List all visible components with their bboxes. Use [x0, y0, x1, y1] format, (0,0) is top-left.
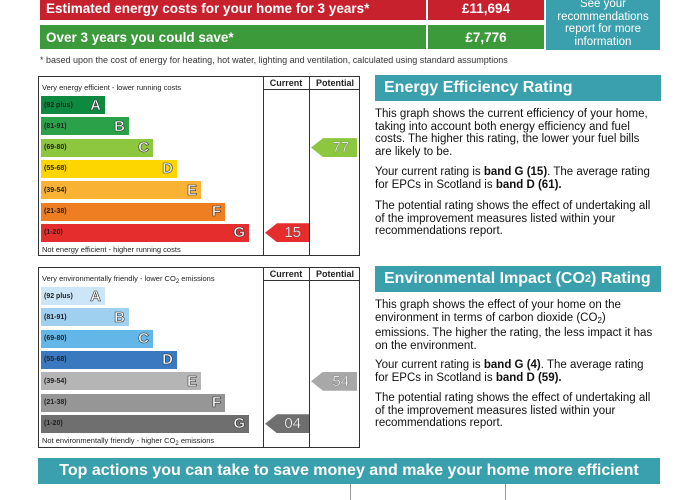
current-column-header: Current: [269, 269, 303, 279]
band-range-label: (69-80): [44, 144, 67, 152]
band-a: (92 plus) A: [41, 96, 105, 114]
table-divider: [350, 484, 351, 500]
environmental-impact-heading: Environmental Impact (CO 2) Rating: [375, 266, 661, 292]
band-letter: D: [162, 351, 173, 369]
band-e: (39-54) E: [41, 181, 201, 200]
potential-column-header: Potential: [315, 269, 354, 279]
band-range-label: (55-68): [44, 356, 67, 364]
estimated-costs-value: £11,694: [428, 0, 544, 20]
current-rating-arrow: 04: [265, 414, 309, 434]
potential-rating-arrow: 54: [311, 371, 357, 391]
environmental-impact-description: This graph shows the effect of your home…: [375, 299, 653, 352]
recommendations-link-text: See your recommendations report for more…: [557, 0, 649, 48]
chart-top-note: Very energy efficient - lower running co…: [42, 83, 182, 92]
band-range-label: (92 plus): [44, 292, 73, 300]
chart-top-note: Very environmentally friendly - lower CO…: [42, 274, 215, 285]
band-b: (81-91) B: [41, 117, 129, 136]
band-e: (39-54) E: [41, 372, 201, 391]
band-range-label: (81-91): [44, 313, 67, 321]
band-c: (69-80) C: [41, 138, 153, 157]
band-range-label: (21-38): [44, 208, 67, 215]
chart-bottom-note: Not environmentally friendly - higher CO…: [42, 436, 215, 447]
top-actions-banner: Top actions you can take to save money a…: [38, 458, 660, 484]
band-range-label: (55-68): [44, 165, 67, 173]
band-range-label: (81-91): [44, 122, 67, 130]
estimated-costs-row: Estimated energy costs for your home for…: [40, 0, 544, 20]
band-letter: B: [114, 117, 125, 135]
energy-efficiency-heading: Energy Efficiency Rating: [375, 75, 661, 101]
band-letter: A: [90, 96, 101, 114]
potential-column-header: Potential: [315, 78, 354, 88]
recommendations-link[interactable]: See your recommendations report for more…: [546, 0, 660, 50]
current-rating-arrow: 15: [265, 223, 309, 243]
energy-efficiency-description: This graph shows the current efficiency …: [375, 108, 648, 158]
band-b: (81-91) B: [41, 308, 129, 327]
band-letter: C: [138, 330, 149, 348]
band-letter: F: [211, 394, 222, 412]
band-range-label: (39-54): [44, 377, 67, 385]
savings-label: Over 3 years you could save*: [40, 25, 426, 49]
env-potential-rating-text: The potential rating shows the effect of…: [375, 392, 651, 429]
savings-value: £7,776: [428, 25, 544, 49]
band-letter: E: [186, 372, 198, 390]
band-letter: D: [162, 160, 173, 178]
chart-bottom-note: Not energy efficient - higher running co…: [42, 245, 181, 254]
band-c: (69-80) C: [41, 329, 153, 348]
env-current-rating-text: Your current rating is band G (4). The a…: [375, 359, 644, 384]
band-letter: B: [114, 308, 125, 326]
band-letter: A: [90, 287, 101, 305]
band-letter: F: [211, 203, 222, 221]
band-range-label: (1-20): [44, 420, 63, 428]
cost-footnote: * based upon the cost of energy for heat…: [40, 55, 508, 65]
band-range-label: (21-38): [44, 399, 67, 406]
band-d: (55-68) D: [41, 159, 177, 178]
band-letter: E: [186, 181, 198, 199]
band-d: (55-68) D: [41, 350, 177, 369]
current-column-header: Current: [269, 78, 303, 88]
potential-rating-arrow: 77: [311, 138, 357, 158]
energy-potential-rating-text: The potential rating shows the effect of…: [375, 200, 651, 237]
band-range-label: (92 plus): [44, 101, 73, 109]
table-divider: [505, 484, 506, 500]
band-a: (92 plus) A: [41, 287, 105, 305]
band-g: (1-20) G: [41, 414, 249, 433]
environmental-impact-chart: Current Potential Very environmentally f…: [38, 267, 360, 448]
band-range-label: (69-80): [44, 335, 67, 343]
savings-row: Over 3 years you could save* £7,776: [40, 25, 544, 49]
band-range-label: (1-20): [44, 229, 63, 237]
energy-current-rating-text: Your current rating is band G (15). The …: [375, 166, 650, 191]
band-letter: C: [138, 139, 149, 157]
energy-efficiency-chart: Current Potential Very energy efficient …: [38, 76, 360, 256]
band-g: (1-20) G: [41, 223, 249, 242]
estimated-costs-label: Estimated energy costs for your home for…: [40, 0, 426, 20]
band-letter: G: [233, 224, 245, 242]
band-f: (21-38) F: [41, 393, 225, 412]
band-f: (21-38) F: [41, 202, 225, 221]
band-letter: G: [233, 415, 245, 433]
band-range-label: (39-54): [44, 186, 67, 194]
